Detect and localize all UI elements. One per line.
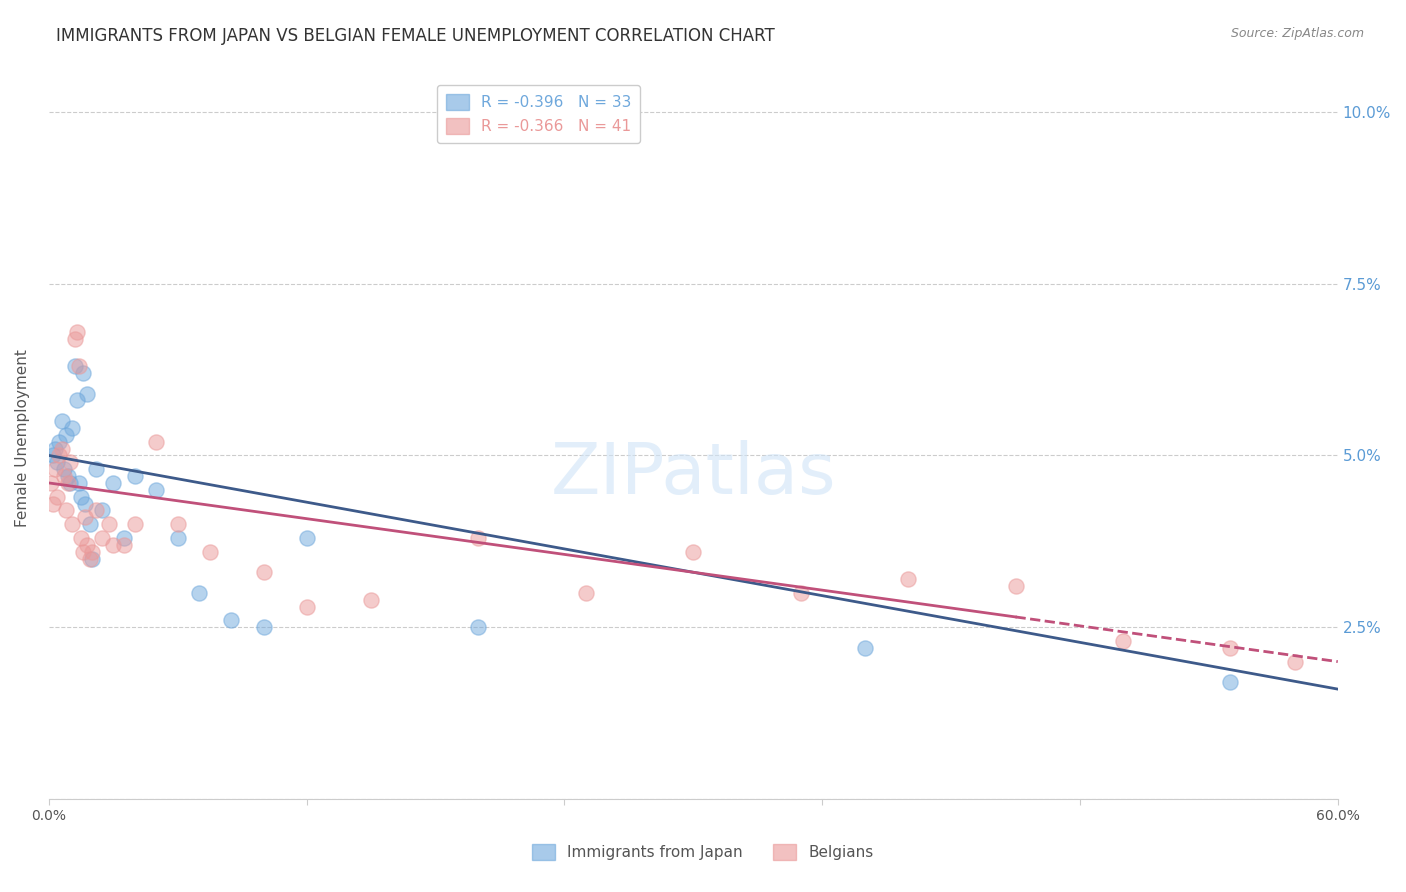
- Point: [1219, 640, 1241, 655]
- Y-axis label: Female Unemployment: Female Unemployment: [15, 350, 30, 527]
- Point: [91, 531, 114, 545]
- Point: [80, 551, 103, 566]
- Point: [1112, 634, 1135, 648]
- Legend: R = -0.396   N = 33, R = -0.366   N = 41: R = -0.396 N = 33, R = -0.366 N = 41: [437, 85, 641, 143]
- Point: [360, 592, 382, 607]
- Point: [467, 620, 489, 634]
- Point: [1004, 579, 1026, 593]
- Point: [66, 325, 89, 339]
- Point: [39, 475, 62, 490]
- Point: [789, 586, 811, 600]
- Point: [56, 469, 79, 483]
- Point: [80, 544, 103, 558]
- Legend: Immigrants from Japan, Belgians: Immigrants from Japan, Belgians: [526, 838, 880, 866]
- Point: [682, 544, 704, 558]
- Point: [97, 517, 120, 532]
- Point: [897, 572, 920, 586]
- Point: [66, 393, 89, 408]
- Point: [52, 462, 75, 476]
- Point: [42, 497, 65, 511]
- Point: [60, 517, 83, 532]
- Point: [67, 475, 90, 490]
- Point: [84, 462, 107, 476]
- Point: [221, 613, 243, 627]
- Point: [55, 427, 77, 442]
- Point: [575, 586, 598, 600]
- Point: [103, 538, 125, 552]
- Point: [1284, 655, 1306, 669]
- Point: [91, 503, 114, 517]
- Point: [46, 455, 69, 469]
- Point: [55, 503, 77, 517]
- Point: [166, 531, 188, 545]
- Point: [51, 414, 73, 428]
- Text: ZIPatlas: ZIPatlas: [550, 440, 837, 508]
- Point: [76, 538, 98, 552]
- Point: [42, 449, 65, 463]
- Point: [63, 359, 86, 373]
- Point: [72, 366, 94, 380]
- Point: [59, 475, 82, 490]
- Point: [72, 544, 94, 558]
- Point: [48, 434, 70, 449]
- Point: [112, 531, 135, 545]
- Point: [70, 531, 93, 545]
- Point: [295, 531, 318, 545]
- Point: [467, 531, 489, 545]
- Point: [252, 620, 274, 634]
- Point: [48, 449, 70, 463]
- Point: [853, 640, 876, 655]
- Point: [252, 566, 274, 580]
- Point: [60, 421, 83, 435]
- Text: IMMIGRANTS FROM JAPAN VS BELGIAN FEMALE UNEMPLOYMENT CORRELATION CHART: IMMIGRANTS FROM JAPAN VS BELGIAN FEMALE …: [56, 27, 775, 45]
- Point: [145, 483, 167, 497]
- Point: [124, 517, 146, 532]
- Point: [76, 386, 98, 401]
- Point: [56, 475, 79, 490]
- Point: [79, 551, 101, 566]
- Point: [75, 510, 97, 524]
- Point: [75, 497, 97, 511]
- Text: Source: ZipAtlas.com: Source: ZipAtlas.com: [1230, 27, 1364, 40]
- Point: [63, 332, 86, 346]
- Point: [198, 544, 221, 558]
- Point: [44, 442, 66, 456]
- Point: [84, 503, 107, 517]
- Point: [59, 455, 82, 469]
- Point: [70, 490, 93, 504]
- Point: [51, 442, 73, 456]
- Point: [112, 538, 135, 552]
- Point: [166, 517, 188, 532]
- Point: [46, 490, 69, 504]
- Point: [103, 475, 125, 490]
- Point: [295, 599, 318, 614]
- Point: [44, 462, 66, 476]
- Point: [188, 586, 211, 600]
- Point: [79, 517, 101, 532]
- Point: [52, 469, 75, 483]
- Point: [145, 434, 167, 449]
- Point: [67, 359, 90, 373]
- Point: [1219, 675, 1241, 690]
- Point: [124, 469, 146, 483]
